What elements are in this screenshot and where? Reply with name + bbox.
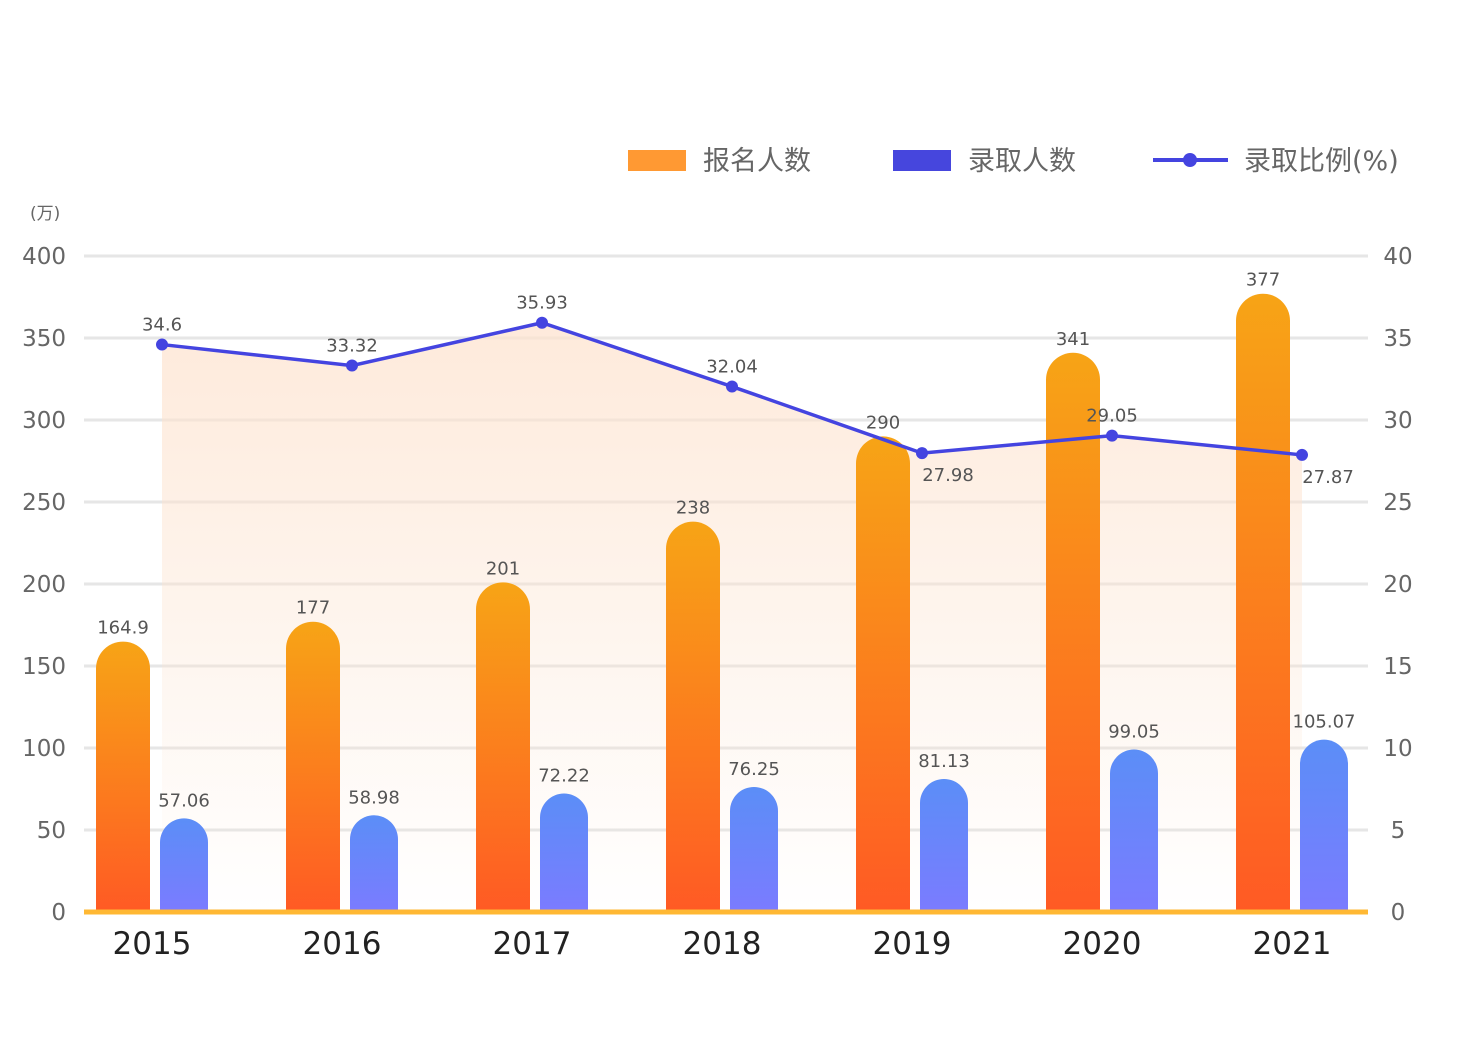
legend-item-admission-rate[interactable]: 录取比例(%) [1153, 146, 1399, 177]
bar-admitted [350, 815, 398, 912]
data-label-rate: 35.93 [516, 293, 568, 314]
data-label-rate: 33.32 [326, 336, 378, 357]
legend-item-admitted[interactable]: 录取人数 [893, 146, 1076, 177]
right-tick-label: 5 [1391, 818, 1406, 844]
legend-item-applicants[interactable]: 报名人数 [628, 146, 811, 177]
data-label-admitted: 57.06 [158, 790, 210, 811]
legend-label-admission-rate: 录取比例(%) [1244, 146, 1399, 177]
rate-area-fill [162, 322, 1302, 912]
bars [96, 293, 1348, 913]
rate-point [536, 316, 548, 329]
left-tick-label: 400 [22, 244, 66, 270]
x-axis: 2015 2016 2017 2018 2019 2020 2021 [113, 926, 1332, 962]
right-tick-label: 25 [1383, 490, 1412, 516]
x-tick-label: 2020 [1063, 926, 1142, 962]
data-label-applicants: 201 [486, 558, 520, 579]
data-label-admitted: 76.25 [728, 759, 780, 780]
right-tick-label: 15 [1383, 654, 1412, 680]
rate-line [156, 316, 1308, 461]
bar-admitted [920, 778, 968, 912]
right-tick-label: 30 [1383, 408, 1412, 434]
x-tick-label: 2019 [873, 926, 952, 962]
legend-marker-admission-rate [1183, 153, 1197, 167]
right-tick-label: 0 [1391, 900, 1406, 926]
right-tick-label: 10 [1383, 736, 1412, 762]
data-label-applicants: 177 [296, 598, 330, 619]
data-label-rate: 34.6 [142, 315, 182, 336]
left-tick-label: 300 [22, 408, 66, 434]
data-label-rate: 29.05 [1086, 406, 1138, 427]
data-label-admitted: 58.98 [348, 787, 400, 808]
left-tick-label: 350 [22, 326, 66, 352]
legend-swatch-applicants [628, 150, 686, 171]
data-label-admitted: 81.13 [918, 751, 970, 772]
legend-label-admitted: 录取人数 [968, 146, 1076, 177]
bar-admitted [160, 818, 208, 912]
bar-applicants [476, 582, 530, 912]
data-label-admitted: 99.05 [1108, 722, 1160, 743]
rate-point [1296, 448, 1308, 461]
data-label-applicants: 290 [866, 412, 900, 433]
rate-point [346, 359, 358, 372]
data-label-applicants: 238 [676, 498, 710, 519]
data-label-applicants: 164.9 [97, 618, 149, 639]
data-label-applicants: 341 [1056, 329, 1090, 350]
x-tick-label: 2018 [683, 926, 762, 962]
right-axis: 0 5 10 15 20 25 30 35 40 [1383, 244, 1412, 926]
left-axis: 0 50 100 150 200 250 300 350 400 [22, 244, 66, 926]
legend-label-applicants: 报名人数 [703, 146, 811, 177]
left-tick-label: 0 [51, 900, 66, 926]
rate-area [162, 322, 1302, 912]
left-tick-label: 250 [22, 490, 66, 516]
rate-point [156, 338, 168, 351]
data-label-admitted: 72.22 [538, 766, 590, 787]
bar-applicants [1236, 293, 1290, 913]
x-tick-label: 2015 [113, 926, 192, 962]
x-tick-label: 2016 [303, 926, 382, 962]
rate-point [1106, 429, 1118, 442]
right-tick-label: 40 [1383, 244, 1412, 270]
data-label-rate: 27.98 [922, 465, 974, 486]
legend: 报名人数 录取人数 录取比例(%) [628, 146, 1399, 177]
data-label-rate: 27.87 [1302, 467, 1354, 488]
data-labels: 164.9 57.06 177 58.98 201 72.22 238 76.25 290 81.… [97, 270, 1355, 812]
bar-admitted [1110, 749, 1158, 912]
left-tick-label: 50 [37, 818, 66, 844]
bar-admitted [540, 793, 588, 912]
data-label-rate: 32.04 [706, 357, 758, 378]
left-tick-label: 150 [22, 654, 66, 680]
bar-applicants [1046, 352, 1100, 912]
bar-applicants [286, 621, 340, 912]
right-tick-label: 20 [1383, 572, 1412, 598]
legend-swatch-admitted [893, 150, 951, 171]
left-tick-label: 100 [22, 736, 66, 762]
bar-applicants [666, 521, 720, 912]
x-tick-label: 2017 [493, 926, 572, 962]
data-label-admitted: 105.07 [1293, 712, 1356, 733]
bar-applicants [856, 436, 910, 912]
rate-point [916, 447, 928, 460]
data-label-applicants: 377 [1246, 270, 1280, 291]
bar-applicants [96, 641, 150, 912]
right-tick-label: 35 [1383, 326, 1412, 352]
left-axis-unit: (万) [30, 204, 60, 224]
bar-admitted [730, 786, 778, 912]
bar-admitted [1300, 739, 1348, 912]
left-tick-label: 200 [22, 572, 66, 598]
x-tick-label: 2021 [1253, 926, 1332, 962]
rate-point [726, 380, 738, 393]
